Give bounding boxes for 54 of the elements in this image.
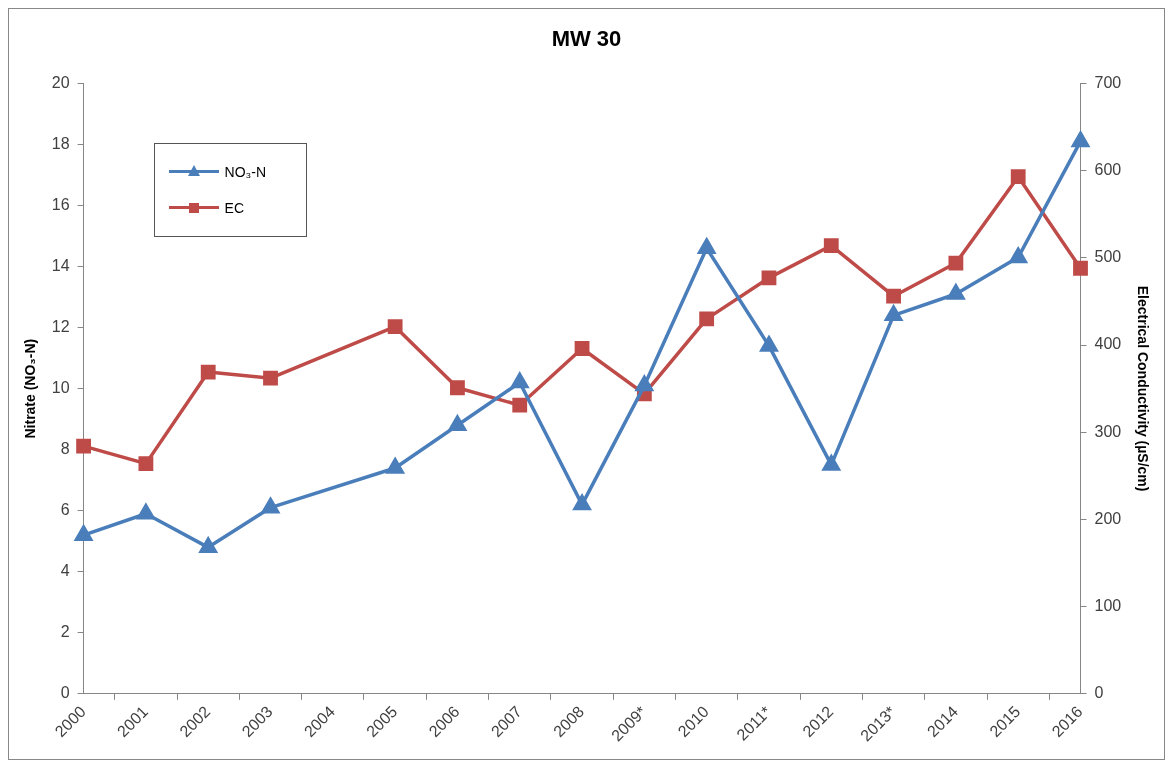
y-tick-label: 16 <box>51 195 70 213</box>
y-tick-label: 4 <box>60 562 70 580</box>
y-tick-label: 6 <box>60 501 70 519</box>
point <box>822 455 840 471</box>
point <box>947 284 965 300</box>
point <box>760 336 778 352</box>
point <box>512 397 528 413</box>
y2-tick-label: 700 <box>1094 73 1122 91</box>
point <box>699 311 715 327</box>
y-tick-label: 14 <box>51 256 70 274</box>
point <box>511 372 529 389</box>
y-tick-label: 8 <box>60 440 70 458</box>
point <box>200 364 216 380</box>
point <box>138 456 154 472</box>
point <box>261 497 280 514</box>
y-tick-label: 12 <box>51 317 70 335</box>
point <box>635 375 654 392</box>
y-tick-label: 0 <box>60 684 70 702</box>
point <box>761 270 777 286</box>
point <box>74 525 93 541</box>
point <box>263 370 278 386</box>
point <box>386 458 404 474</box>
point <box>76 438 91 454</box>
y-tick-label: 2 <box>60 623 70 641</box>
point <box>137 504 155 520</box>
y-tick-label: 10 <box>51 379 70 397</box>
point <box>573 494 591 511</box>
point <box>448 415 467 431</box>
point <box>886 288 901 304</box>
y-axis-title: Nitrate (NO₃-N) <box>22 338 39 439</box>
y2-tick-label: 100 <box>1094 597 1122 615</box>
point <box>948 255 964 271</box>
y2-tick-label: 300 <box>1094 422 1122 440</box>
point <box>574 341 590 356</box>
legend-label: EC <box>224 200 245 217</box>
point <box>1010 169 1026 185</box>
y2-tick-label: 0 <box>1094 684 1104 702</box>
y2-tick-label: 500 <box>1094 248 1122 266</box>
y2-tick-label: 400 <box>1094 335 1122 353</box>
chart-title: MW 30 <box>551 26 622 52</box>
point <box>1009 247 1027 264</box>
y-tick-label: 18 <box>51 134 70 152</box>
y2-tick-label: 200 <box>1094 509 1122 527</box>
point <box>1071 131 1090 148</box>
point <box>697 238 716 254</box>
y-tick-label: 20 <box>51 73 70 91</box>
point <box>387 319 403 335</box>
point <box>823 238 839 254</box>
point <box>1073 260 1088 276</box>
y2-tick-label: 600 <box>1094 161 1122 179</box>
legend-label: NO₃-N <box>224 164 267 181</box>
y2-axis-title: Electrical Conductivity (µS/cm) <box>1134 285 1151 492</box>
point <box>198 535 218 554</box>
point <box>450 380 465 396</box>
